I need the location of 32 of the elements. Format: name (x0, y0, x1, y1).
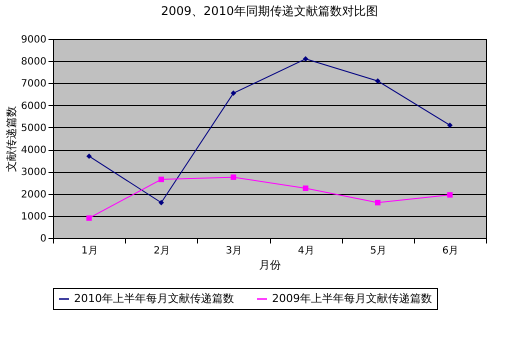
y-tick-label: 2000 (21, 189, 46, 200)
y-tick-label: 7000 (21, 78, 46, 90)
y-axis-title: 文献传递篇数 (5, 106, 18, 172)
point (86, 153, 92, 159)
y-tick-label: 9000 (21, 34, 46, 46)
legend-label: 2010年上半年每月文献传递篇数 (74, 292, 234, 305)
y-tick-label: 4000 (21, 145, 46, 156)
point (447, 122, 453, 128)
point (375, 200, 380, 206)
point (302, 56, 308, 62)
point (230, 174, 236, 180)
y-tick-label: 8000 (21, 56, 46, 68)
x-tick-label: 3月 (226, 246, 242, 256)
point (158, 200, 164, 206)
point (86, 215, 92, 221)
x-tick-label: 2月 (154, 246, 170, 256)
y-tick-label: 0 (40, 234, 46, 244)
y-tick-label: 6000 (21, 100, 46, 112)
x-tick-label: 1月 (81, 246, 98, 256)
y-tick-label: 5000 (21, 122, 46, 134)
legend-label: 2009年上半年每月文献传递篇数 (272, 292, 432, 305)
y-tick-label: 3000 (21, 167, 46, 178)
point (447, 192, 453, 198)
y-tick-label: 1000 (21, 211, 46, 222)
point (158, 176, 164, 182)
x-tick-label: 5月 (370, 246, 386, 256)
chart-title: 2009、2010年同期传递文献篇数对比图 (160, 4, 378, 18)
x-axis-title: 月份 (259, 258, 281, 272)
x-tick-label: 4月 (298, 246, 314, 256)
point (230, 90, 236, 96)
point (302, 186, 308, 191)
x-tick-label: 6月 (442, 246, 459, 256)
